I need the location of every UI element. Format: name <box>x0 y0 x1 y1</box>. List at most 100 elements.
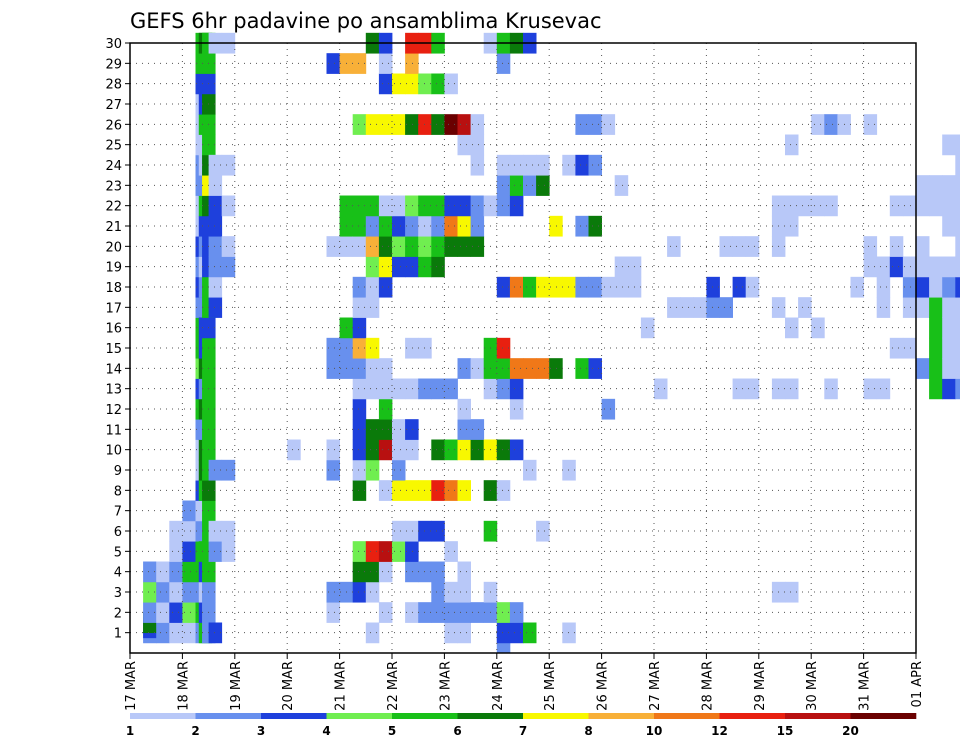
heatmap-cell <box>221 195 236 217</box>
heatmap-cell <box>457 195 471 217</box>
heatmap-cell <box>444 480 458 501</box>
heatmap-cell <box>496 439 511 461</box>
heatmap-cell <box>509 276 524 298</box>
heatmap-cell <box>208 236 223 257</box>
colorbar-swatch <box>719 713 786 719</box>
y-tick-label: 18 <box>105 281 122 296</box>
heatmap-cell <box>365 561 380 583</box>
heatmap-cell <box>536 520 550 542</box>
heatmap-cell <box>955 215 960 237</box>
heatmap-cell <box>457 419 471 440</box>
heatmap-cell <box>811 114 825 135</box>
heatmap-cell <box>929 276 943 298</box>
x-tick-label: 17 MAR <box>124 661 139 711</box>
colorbar-swatch <box>654 713 720 719</box>
heatmap-cell <box>523 154 537 176</box>
heatmap-cell <box>863 378 878 400</box>
heatmap-cell <box>470 195 485 217</box>
heatmap-cell <box>326 53 340 74</box>
heatmap-cell <box>457 236 471 257</box>
heatmap-cell <box>654 378 668 400</box>
heatmap-cell <box>405 480 419 501</box>
heatmap-cell <box>496 175 511 196</box>
heatmap-cell <box>392 520 406 542</box>
heatmap-cell <box>378 276 393 298</box>
colorbar-label: 4 <box>322 724 330 738</box>
heatmap-cell <box>326 581 340 603</box>
heatmap-cell <box>326 602 340 623</box>
heatmap-cell <box>916 297 930 318</box>
heatmap-cell <box>942 297 956 318</box>
heatmap-cell <box>326 337 340 359</box>
heatmap-cell <box>221 256 236 278</box>
heatmap-cell <box>378 398 393 420</box>
heatmap-cell <box>496 602 511 623</box>
heatmap-cell <box>378 236 393 257</box>
colorbar-label: 1 <box>126 724 134 738</box>
heatmap-cell <box>352 378 367 400</box>
heatmap-cell <box>942 317 956 339</box>
heatmap-cell <box>929 195 943 217</box>
heatmap-cell <box>182 541 196 562</box>
grid-lines <box>130 43 916 653</box>
heatmap-cell <box>208 175 223 196</box>
heatmap-cell <box>378 358 393 379</box>
heatmap-cell <box>208 154 223 176</box>
heatmap-cell <box>470 602 485 623</box>
heatmap-cell <box>902 337 917 359</box>
heatmap-cell <box>392 419 406 440</box>
heatmap-cell <box>365 459 380 481</box>
heatmap-cell <box>562 154 576 176</box>
heatmap-cell <box>955 134 960 156</box>
heatmap-cell <box>942 134 956 156</box>
heatmap-cell <box>378 561 393 583</box>
heatmap-cell <box>352 419 367 440</box>
heatmap-cell <box>352 276 367 298</box>
heatmap-cell <box>405 439 419 461</box>
colorbar-swatch <box>588 713 655 719</box>
heatmap-cell <box>169 541 183 562</box>
heatmap-cell <box>916 195 930 217</box>
heatmap-cell <box>221 154 236 176</box>
y-tick-label: 13 <box>105 383 122 398</box>
heatmap-cell <box>916 175 930 196</box>
heatmap-cell <box>785 195 799 217</box>
heatmap-cell <box>536 175 550 196</box>
heatmap-cell <box>942 175 956 196</box>
heatmap-cell <box>405 73 419 95</box>
heatmap-cell <box>929 378 943 400</box>
y-axis: 1234567891011121314151617181920212223242… <box>105 37 130 642</box>
heatmap-cell <box>680 297 694 318</box>
heatmap-cell <box>365 581 380 603</box>
heatmap-cell <box>916 358 930 379</box>
heatmap-cell <box>496 480 511 501</box>
heatmap-cell <box>405 520 419 542</box>
heatmap-cell <box>575 276 589 298</box>
heatmap-cell <box>208 622 223 644</box>
heatmap-cell <box>405 561 419 583</box>
colorbar-label: 12 <box>711 724 728 738</box>
heatmap-cell <box>785 378 799 400</box>
heatmap-cell <box>470 419 485 440</box>
heatmap-cell <box>863 236 878 257</box>
y-tick-label: 30 <box>105 37 122 52</box>
heatmap-cell <box>457 398 471 420</box>
heatmap-cell <box>431 378 445 400</box>
heatmap-cell <box>444 602 458 623</box>
colorbar-label: 3 <box>257 724 265 738</box>
heatmap-cell <box>509 602 524 623</box>
heatmap-cell <box>208 195 223 217</box>
heatmap-cell <box>365 215 380 237</box>
heatmap-cell <box>405 114 419 135</box>
heatmap-cell <box>352 581 367 603</box>
x-tick-label: 26 MAR <box>596 661 611 711</box>
heatmap-cell <box>365 337 380 359</box>
x-tick-label: 23 MAR <box>438 661 453 711</box>
heatmap-cell <box>496 53 511 74</box>
heatmap-cell <box>143 561 157 583</box>
heatmap-cell <box>365 236 380 257</box>
heatmap-cell <box>470 134 485 156</box>
heatmap-cell <box>431 581 445 603</box>
heatmap-cell <box>457 134 471 156</box>
heatmap-cell <box>549 276 563 298</box>
